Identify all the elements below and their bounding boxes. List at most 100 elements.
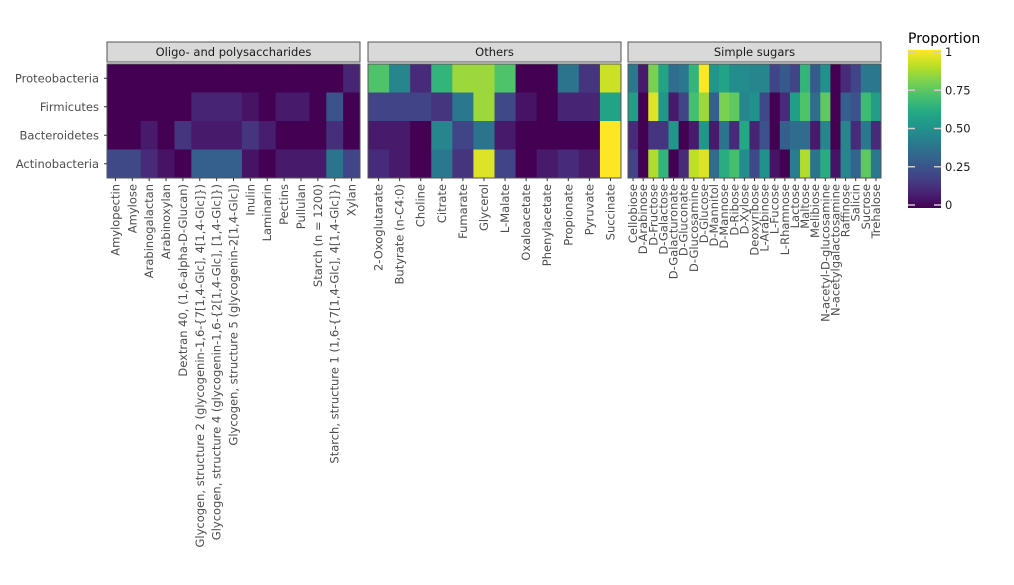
heatmap-cell	[688, 92, 700, 122]
legend-tick-label: 0	[945, 198, 952, 212]
heatmap-cell	[668, 64, 679, 93]
y-axis-labels: Proteobacteria Firmicutes Bacteroidetes Act…	[15, 71, 107, 171]
heatmap-cell	[698, 149, 710, 179]
heatmap-cell	[658, 121, 669, 150]
x-tick-label: Amylopectin	[108, 184, 122, 256]
heatmap-cell	[515, 92, 538, 122]
legend-tick-label: 0.50	[945, 122, 971, 136]
heatmap-cell	[840, 64, 852, 93]
heatmap-cell	[368, 64, 390, 93]
heatmap-cell	[258, 64, 277, 93]
heatmap-cell	[431, 64, 453, 93]
heatmap-cell	[749, 64, 760, 93]
heatmap-cell	[208, 92, 226, 122]
x-tick-label: Arabinogalactan	[142, 184, 156, 278]
heatmap-cell	[473, 64, 495, 93]
heatmap-cell	[536, 92, 559, 122]
heatmap-cell	[820, 64, 831, 93]
x-tick-label: D-Ribose	[727, 184, 741, 236]
x-tick-label: 2-Oxoglutarate	[372, 184, 386, 271]
heatmap-cell	[241, 149, 260, 179]
x-tick-label: D-Fructose	[646, 184, 660, 246]
heatmap-cell	[208, 64, 226, 93]
x-tick-label: Butyrate (n-C4:0)	[393, 184, 407, 284]
heatmap-cell	[208, 149, 226, 179]
facet-strip	[367, 41, 622, 63]
heatmap-cell	[241, 121, 260, 150]
x-tick-label: Amylose	[125, 184, 139, 233]
heatmap-cell	[810, 121, 821, 150]
heatmap-cell	[309, 121, 327, 150]
heatmap-cell	[668, 149, 679, 179]
heatmap-cell	[719, 92, 730, 122]
heatmap-cell	[638, 64, 649, 93]
heatmap-cell	[810, 64, 821, 93]
heatmap-cell	[494, 121, 516, 150]
heatmap-cell	[678, 64, 690, 93]
heatmap-cell	[729, 64, 740, 93]
heatmap-cell	[140, 92, 158, 122]
heatmap-cell	[578, 149, 601, 179]
heatmap-cell	[536, 149, 559, 179]
heatmap-cell	[258, 121, 277, 150]
legend-title: Proportion	[908, 31, 980, 47]
heatmap-cell	[557, 121, 580, 150]
heatmap-cell	[452, 121, 474, 150]
heatmap-cell	[648, 121, 659, 150]
heatmap-cell	[648, 92, 659, 122]
heatmap-cell	[292, 64, 310, 93]
heatmap-cell	[258, 149, 277, 179]
x-tick-label: Choline	[414, 184, 428, 227]
heatmap-cell	[800, 64, 811, 93]
heatmap-cell	[810, 149, 821, 179]
heatmap-cell	[729, 121, 740, 150]
heatmap-cell	[473, 92, 495, 122]
x-tick-label: D-Glucosamine	[687, 184, 701, 272]
heatmap-cell	[389, 64, 411, 93]
heatmap-cell	[431, 149, 453, 179]
x-tick-label: Starch, structure 1 (1,6-{7[1,4-Glc], 4[…	[328, 184, 342, 464]
x-tick-label: Salicin	[849, 184, 863, 222]
x-tick-label: D-Arabinose	[636, 184, 650, 254]
heatmap-cell	[850, 64, 862, 93]
heatmap-cell	[850, 121, 862, 150]
heatmap-cell	[191, 149, 209, 179]
x-tick-label: L-Arabinose	[758, 184, 772, 252]
heatmap-cell	[830, 149, 841, 179]
heatmap-cell	[599, 149, 622, 179]
heatmap-cell	[292, 121, 310, 150]
x-tick-label: Sucrose	[859, 184, 873, 230]
x-tick-label: L-Fucose	[768, 184, 782, 234]
y-tick-label: Proteobacteria	[15, 71, 99, 85]
heatmap-cell	[830, 92, 841, 122]
x-tick-label: Trehalose	[869, 184, 883, 240]
heatmap-cell	[599, 121, 622, 150]
heatmap-cell	[515, 149, 538, 179]
heatmap-cell	[494, 64, 516, 93]
heatmap-cell	[870, 121, 882, 150]
x-tick-label: Xylan	[345, 184, 359, 216]
heatmap-cell	[698, 121, 710, 150]
heatmap-cell	[241, 92, 260, 122]
heatmap-cell	[292, 92, 310, 122]
facet-panels: Oligo- and polysaccharides Amylopectin Amy…	[106, 41, 883, 548]
heatmap-cell	[658, 149, 669, 179]
x-tick-label: Fumarate	[456, 184, 470, 239]
heatmap-cell	[275, 121, 293, 150]
x-tick-label: Glycogen, structure 5 (glycogenin-2[1,4-…	[227, 184, 241, 446]
heatmap-cell	[140, 121, 158, 150]
heatmap-cell	[174, 149, 192, 179]
heatmap-cell	[840, 92, 852, 122]
heatmap-cell	[473, 149, 495, 179]
heatmap-cell	[719, 149, 730, 179]
x-tick-label: L-Rhamnose	[778, 184, 792, 255]
heatmap-cell	[389, 149, 411, 179]
heatmap-cell	[769, 121, 781, 150]
heatmap-cell	[225, 149, 243, 179]
heatmap-cell	[225, 92, 243, 122]
heatmap-cell	[739, 121, 750, 150]
heatmap-cell	[241, 64, 260, 93]
heatmap-cell	[410, 92, 432, 122]
heatmap-cell	[343, 121, 361, 150]
